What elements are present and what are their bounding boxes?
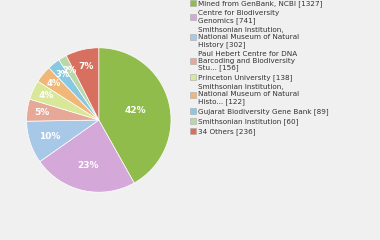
Text: 4%: 4% bbox=[47, 79, 61, 88]
Legend: Mined from GenBank, NCBI [1327], Centre for Biodiversity
Genomics [741], Smithso: Mined from GenBank, NCBI [1327], Centre … bbox=[190, 0, 329, 135]
Wedge shape bbox=[27, 120, 99, 162]
Wedge shape bbox=[40, 120, 134, 192]
Wedge shape bbox=[27, 99, 99, 121]
Text: 42%: 42% bbox=[125, 106, 146, 115]
Wedge shape bbox=[66, 48, 99, 120]
Text: 10%: 10% bbox=[39, 132, 60, 141]
Wedge shape bbox=[99, 48, 171, 183]
Text: 7%: 7% bbox=[78, 62, 94, 71]
Text: 3%: 3% bbox=[55, 70, 70, 79]
Text: 4%: 4% bbox=[39, 91, 54, 101]
Text: 23%: 23% bbox=[78, 162, 99, 170]
Wedge shape bbox=[30, 81, 99, 120]
Wedge shape bbox=[49, 60, 99, 120]
Text: 2%: 2% bbox=[63, 66, 77, 75]
Wedge shape bbox=[38, 68, 99, 120]
Wedge shape bbox=[59, 55, 99, 120]
Text: 5%: 5% bbox=[34, 108, 49, 117]
